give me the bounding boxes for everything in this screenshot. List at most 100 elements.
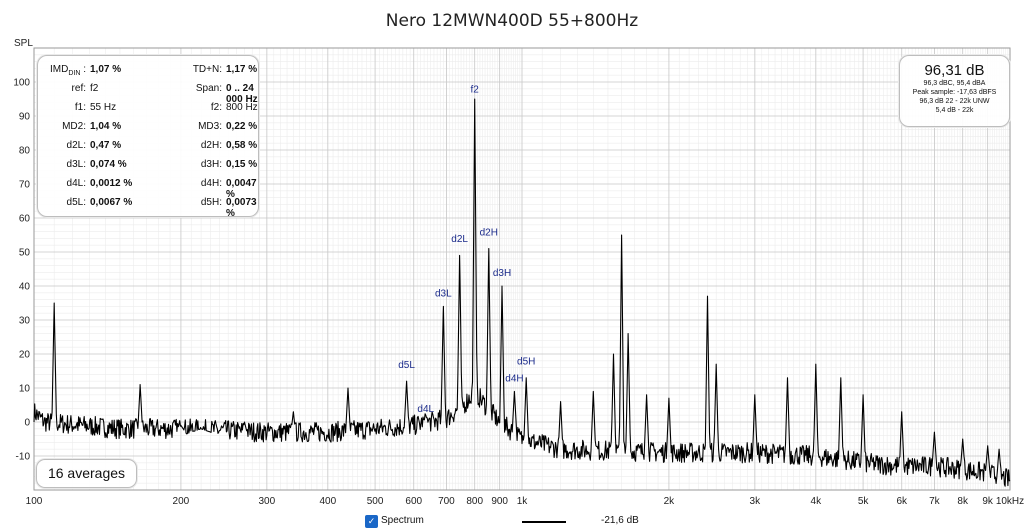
level-line: 5,4 dB - 22k: [935, 107, 974, 114]
stats-row: ref: f2 Span: 0 .. 24 000 Hz: [38, 83, 258, 105]
legend-line-swatch: [522, 521, 566, 523]
x-tick-label: 7k: [929, 496, 941, 507]
x-tick-label: 8k: [957, 496, 969, 507]
stats-value: 1,17 %: [226, 64, 258, 75]
x-tick-label: 300: [258, 496, 275, 507]
stats-label: d5H:: [200, 197, 222, 208]
stats-value: 0 .. 24 000 Hz: [226, 83, 258, 105]
peak-annotation: d4L: [417, 404, 434, 415]
chart-title: Nero 12MWN400D 55+800Hz: [386, 11, 638, 31]
stats-label: d3L:: [66, 159, 86, 170]
y-tick-label: 40: [19, 282, 31, 293]
y-tick-label: 30: [19, 316, 31, 327]
legend-value: -21,6 dB: [601, 515, 639, 526]
peak-annotation: d3H: [493, 268, 511, 279]
stats-label: d2H:: [200, 140, 222, 151]
stats-row: IMDDIN : 1,07 % TD+N: 1,17 %: [38, 64, 258, 83]
x-tick-label: 1k: [517, 496, 529, 507]
stats-label: TD+N:: [192, 64, 222, 75]
y-tick-label: 100: [13, 78, 30, 89]
stats-row: d2L: 0,47 % d2H: 0,58 %: [38, 140, 258, 159]
peak-annotation: d3L: [435, 289, 452, 300]
x-tick-label: 6k: [896, 496, 908, 507]
peak-annotation: d2H: [480, 227, 498, 238]
stats-row: f1: 55 Hz f2: 800 Hz: [38, 102, 258, 121]
stats-label: d2L:: [66, 140, 86, 151]
stats-row: d3L: 0,074 % d3H: 0,15 %: [38, 159, 258, 178]
level-readout-panel: 96,31 dB 96,3 dBC, 95,4 dBA Peak sample:…: [899, 55, 1010, 127]
x-tick-label: 800: [466, 496, 483, 507]
grid-layer: [33, 47, 1011, 491]
stats-label: d5L:: [66, 197, 86, 208]
x-tick-label: 700: [438, 496, 455, 507]
y-tick-label: 80: [19, 146, 31, 157]
x-tick-label: 900: [491, 496, 508, 507]
x-tick-label: 100: [26, 496, 43, 507]
stats-row: d5L: 0,0067 % d5H: 0,0073 %: [38, 197, 258, 219]
x-tick-label: 9k: [982, 496, 994, 507]
annotation-layer: f2 d2L d2H d3L d3H d5L d4L d5H d4H: [398, 85, 535, 416]
y-tick-label: 0: [24, 418, 30, 429]
y-tick-label: 90: [19, 112, 31, 123]
stats-value: 0,22 %: [226, 121, 258, 132]
averages-text: 16 averages: [47, 465, 126, 481]
plot-frame: [33, 47, 1011, 491]
y-tick-label: 60: [19, 214, 31, 225]
x-tick-label: 5k: [858, 496, 870, 507]
stats-value: 55 Hz: [90, 102, 117, 113]
stats-label: d3H:: [200, 159, 222, 170]
x-tick-label: 2k: [664, 496, 676, 507]
x-tick-label: 600: [405, 496, 422, 507]
y-tick-label: 70: [19, 180, 31, 191]
stats-value: 0,47 %: [90, 140, 122, 151]
peak-annotation: d5L: [398, 360, 415, 371]
axis-layer: 100 200 300 400 500 600 700 800 900 1k 2k 3k 4k 5k 6k 7…: [13, 47, 1024, 507]
spectrum-line: [33, 98, 1011, 487]
y-tick-label: -10: [16, 452, 31, 463]
level-main-value: 96,31 dB: [924, 62, 985, 79]
y-tick-label: 50: [19, 248, 31, 259]
stats-value: 0,58 %: [226, 140, 258, 151]
stats-value: 0,0012 %: [90, 178, 133, 189]
stats-label: IMDDIN :: [50, 64, 86, 77]
averages-badge: 16 averages: [36, 459, 137, 488]
legend-label[interactable]: Spectrum: [381, 515, 424, 526]
x-tick-label: 10kHz: [996, 496, 1024, 507]
x-tick-label: 400: [319, 496, 336, 507]
stats-label: MD2:: [62, 121, 86, 132]
stats-label: f2:: [210, 102, 222, 113]
stats-value: 0,15 %: [226, 159, 258, 170]
stats-value: f2: [90, 83, 99, 94]
stats-value: 0,0073 %: [226, 197, 257, 219]
x-tick-label: 200: [173, 496, 190, 507]
stats-value: 800 Hz: [226, 102, 258, 113]
x-tick-label: 3k: [750, 496, 762, 507]
y-tick-label: 20: [19, 350, 31, 361]
level-line: Peak sample: -17,63 dBFS: [912, 89, 997, 96]
y-axis-label: SPL: [14, 38, 33, 49]
stats-value: 0,0047 %: [226, 178, 257, 200]
spectrum-checkbox[interactable]: ✓: [365, 515, 378, 528]
stats-label: MD3:: [198, 121, 222, 132]
peak-annotation: d4H: [505, 374, 523, 385]
stats-row: MD2: 1,04 % MD3: 0,22 %: [38, 121, 258, 140]
y-tick-label: 10: [19, 384, 31, 395]
chart-legend: ✓ Spectrum -21,6 dB: [365, 514, 665, 530]
x-tick-label: 4k: [811, 496, 823, 507]
level-line: 96,3 dBC, 95,4 dBA: [923, 80, 986, 87]
stats-label: d4L:: [66, 178, 86, 189]
stats-label: ref:: [71, 83, 86, 94]
peak-annotation: d2L: [451, 234, 468, 245]
stats-value: 0,0067 %: [90, 197, 133, 208]
stats-label: Span:: [195, 83, 222, 94]
stats-label: f1:: [74, 102, 86, 113]
level-line: 96,3 dB 22 - 22k UNW: [919, 98, 990, 105]
stats-row: d4L: 0,0012 % d4H: 0,0047 %: [38, 178, 258, 200]
stats-value: 0,074 %: [90, 159, 127, 170]
stats-value: 1,07 %: [90, 64, 122, 75]
peak-annotation: d5H: [517, 357, 535, 368]
stats-label-subscript: DIN: [68, 70, 81, 77]
peak-annotation: f2: [471, 85, 480, 96]
stats-label: d4H:: [200, 178, 222, 189]
